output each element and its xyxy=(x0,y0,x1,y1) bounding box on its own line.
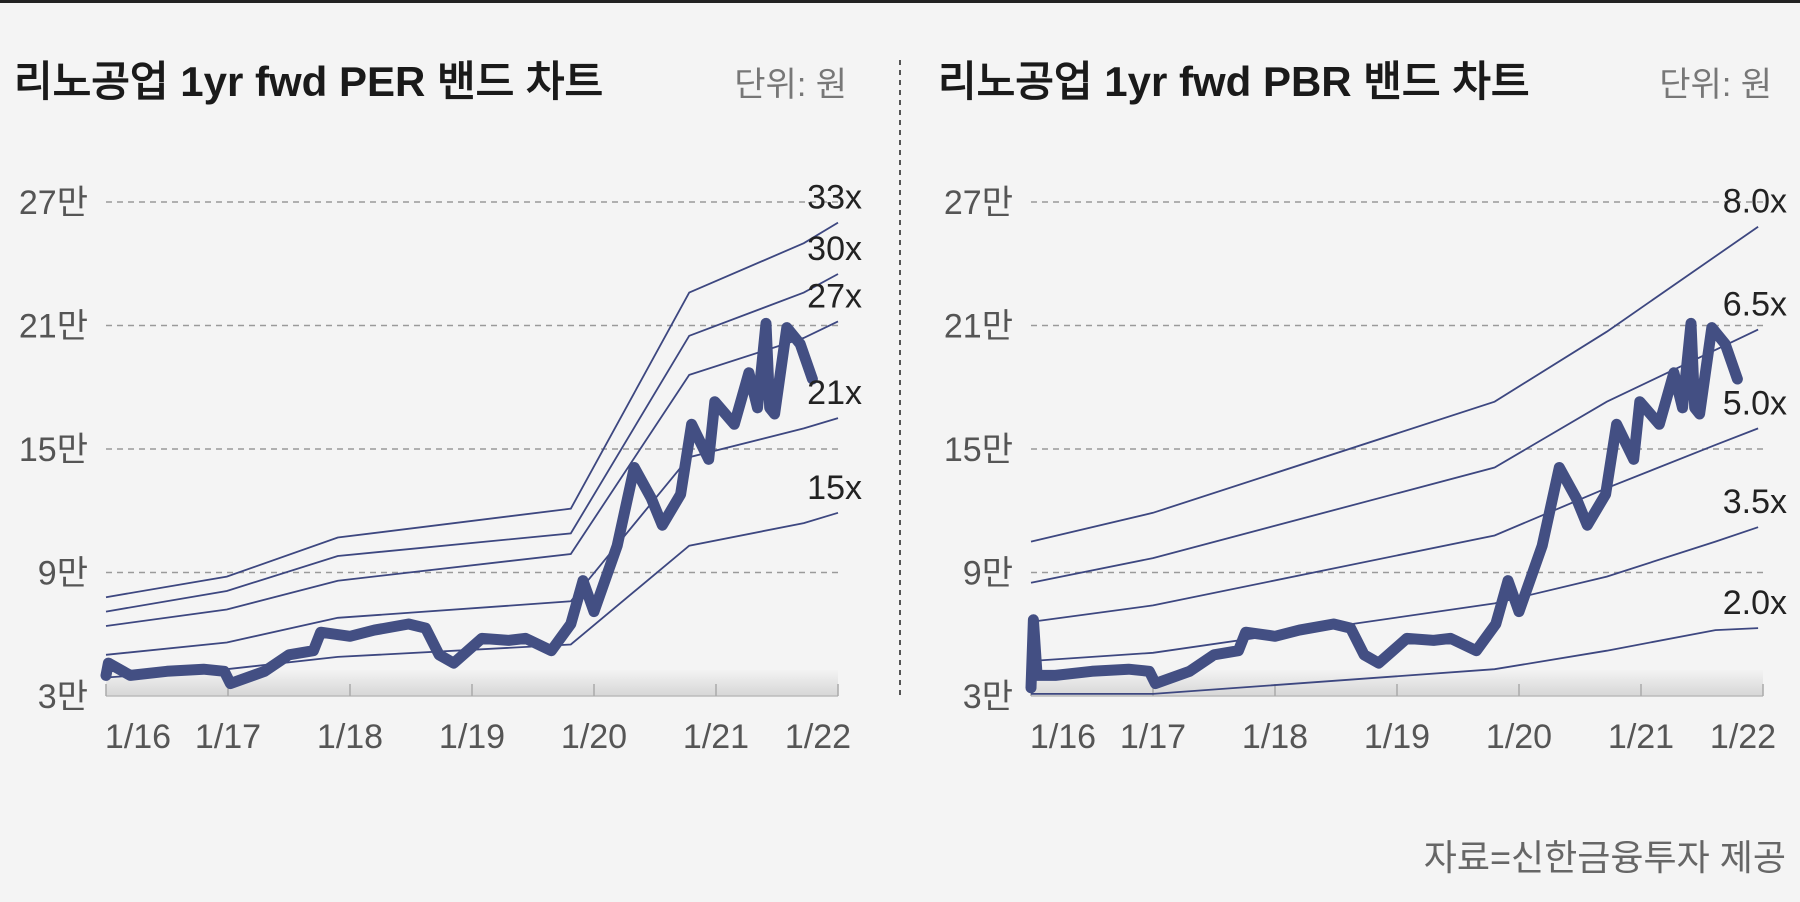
y-tick-label: 21만 xyxy=(944,308,1013,346)
x-tick-label: 1/17 xyxy=(195,718,261,756)
x-tick-label: 1/20 xyxy=(561,718,627,756)
band-label: 8.0x xyxy=(1723,183,1787,221)
y-tick-label: 3만 xyxy=(38,678,88,716)
band-line-2.0x xyxy=(1031,627,1759,695)
y-tick-label: 9만 xyxy=(963,555,1013,593)
y-tick-label: 21만 xyxy=(19,308,88,346)
band-label: 3.5x xyxy=(1723,483,1787,521)
band-label: 21x xyxy=(807,374,862,412)
band-label: 2.0x xyxy=(1723,584,1787,622)
pbr-band-chart: 리노공업 1yr fwd PBR 밴드 차트 단위: 원 3만 9만 15만 21만 2… xyxy=(938,58,1787,756)
x-tick-label: 1/22 xyxy=(785,718,851,756)
band-label: 15x xyxy=(807,469,862,507)
per-band-chart: 리노공업 1yr fwd PER 밴드 차트 단위: 원 3만 9만 15만 21만 2… xyxy=(14,58,862,756)
x-tick-label: 1/18 xyxy=(317,718,383,756)
band-line-30x xyxy=(105,273,839,613)
chart-title: 리노공업 1yr fwd PBR 밴드 차트 xyxy=(938,58,1530,105)
y-tick-label: 27만 xyxy=(19,184,88,222)
x-tick-label: 1/22 xyxy=(1710,718,1776,756)
x-tick-label: 1/18 xyxy=(1242,718,1308,756)
band-line-3.5x xyxy=(1030,526,1759,662)
price-line xyxy=(100,317,818,690)
y-tick-label: 9만 xyxy=(38,555,88,593)
x-tick-label: 1/21 xyxy=(1608,718,1674,756)
chart-unit: 단위: 원 xyxy=(1659,66,1772,104)
band-label: 27x xyxy=(807,277,862,315)
y-tick-label: 15만 xyxy=(944,431,1013,469)
band-line-6.5x xyxy=(1030,328,1759,584)
top-border xyxy=(0,0,1800,3)
band-label: 33x xyxy=(807,179,862,217)
x-tick-label: 1/20 xyxy=(1486,718,1552,756)
chart-title: 리노공업 1yr fwd PER 밴드 차트 xyxy=(14,58,603,105)
band-line-5.0x xyxy=(1030,427,1759,623)
x-tick-label: 1/21 xyxy=(683,718,749,756)
band-line-27x xyxy=(105,320,839,627)
band-line-21x xyxy=(105,417,839,656)
x-tick-label: 1/19 xyxy=(439,718,505,756)
x-tick-label: 1/16 xyxy=(105,718,171,756)
x-tick-label: 1/19 xyxy=(1364,718,1430,756)
band-line-33x xyxy=(105,221,839,599)
y-tick-label: 15만 xyxy=(19,431,88,469)
source-note: 자료=신한금융투자 제공 xyxy=(1424,837,1786,878)
price-line xyxy=(1025,317,1743,694)
x-tick-label: 1/16 xyxy=(1030,718,1096,756)
chart-unit: 단위: 원 xyxy=(734,66,847,104)
band-label: 6.5x xyxy=(1723,286,1787,324)
band-label: 5.0x xyxy=(1723,384,1787,422)
band-label: 30x xyxy=(807,230,862,268)
band-line-8.0x xyxy=(1030,225,1759,543)
y-tick-label: 27만 xyxy=(944,184,1013,222)
x-tick-label: 1/17 xyxy=(1120,718,1186,756)
y-tick-label: 3만 xyxy=(963,678,1013,716)
